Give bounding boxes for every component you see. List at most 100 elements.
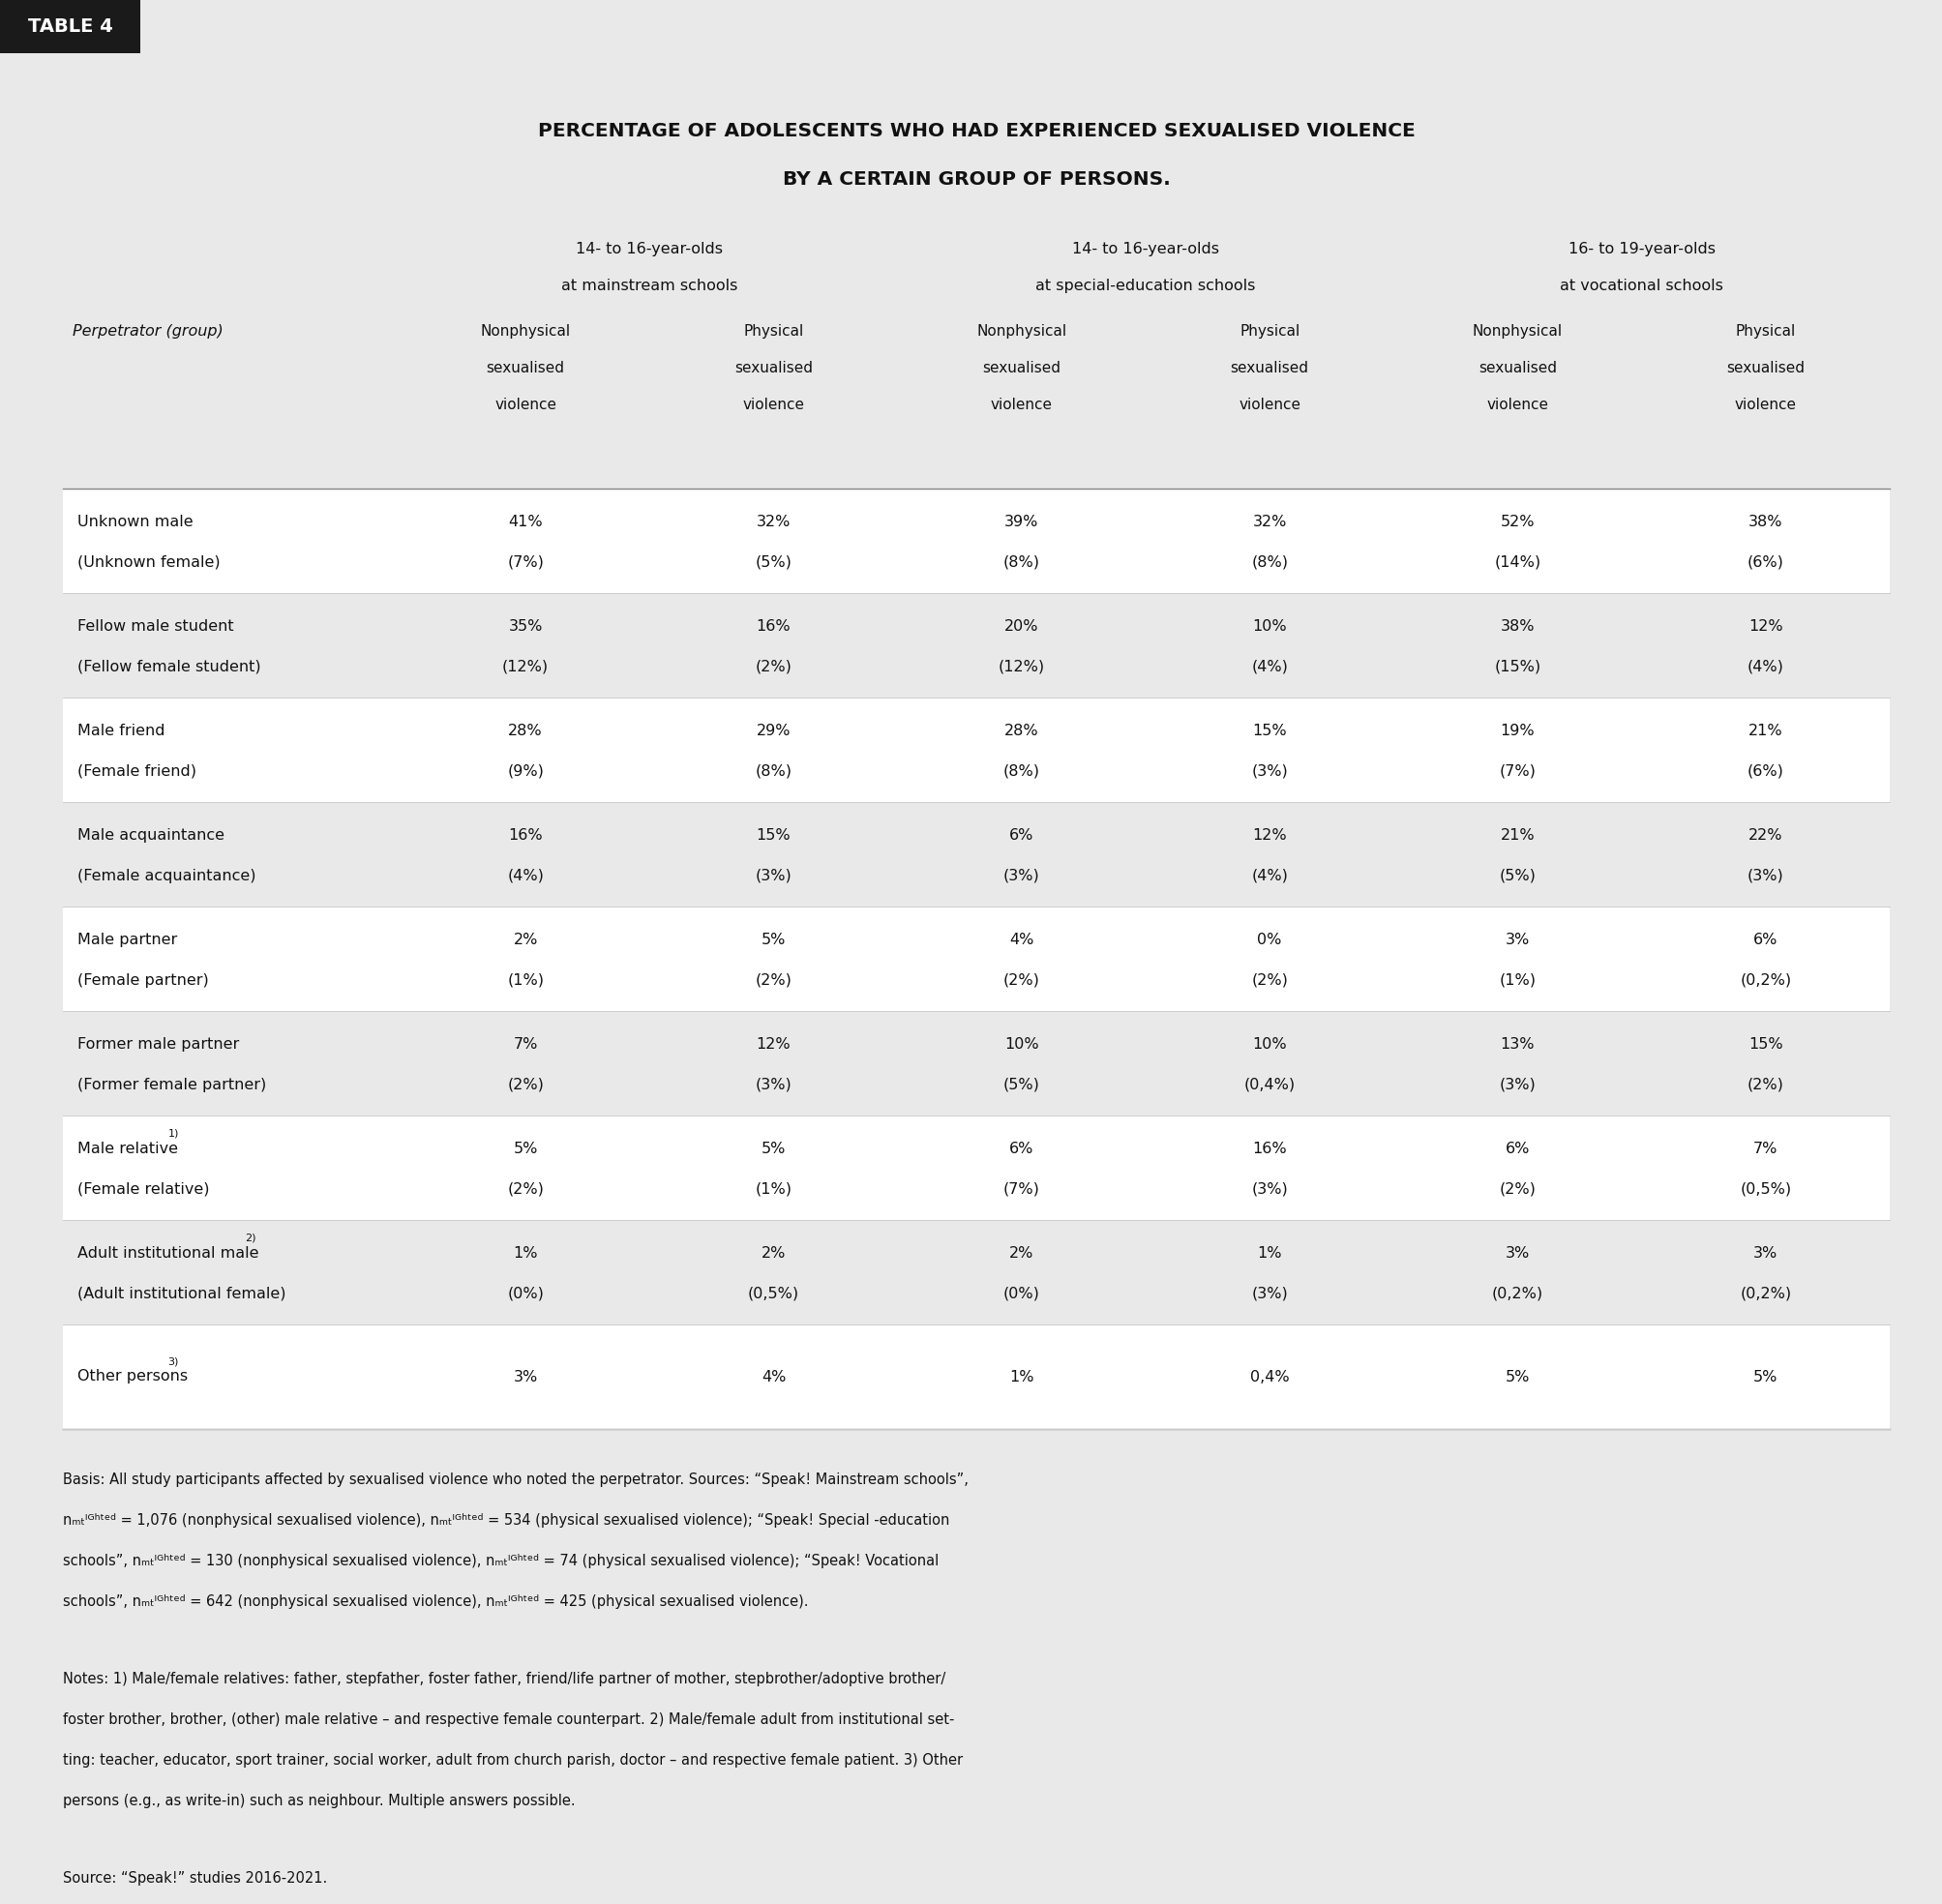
- Text: ting: teacher, educator, sport trainer, social worker, adult from church parish,: ting: teacher, educator, sport trainer, …: [62, 1754, 963, 1767]
- Text: 16%: 16%: [1253, 1140, 1286, 1156]
- Text: (3%): (3%): [1746, 868, 1783, 883]
- Text: Adult institutional male: Adult institutional male: [78, 1245, 258, 1260]
- Text: (0%): (0%): [507, 1287, 544, 1300]
- Text: Male acquaintance: Male acquaintance: [78, 828, 225, 842]
- Text: (0,2%): (0,2%): [1491, 1287, 1542, 1300]
- Text: 32%: 32%: [755, 514, 790, 529]
- Text: 35%: 35%: [509, 619, 542, 634]
- Text: schools”, nₘₜᴵᴳʰᵗᵉᵈ = 642 (nonphysical sexualised violence), nₘₜᴵᴳʰᵗᵉᵈ = 425 (ph: schools”, nₘₜᴵᴳʰᵗᵉᵈ = 642 (nonphysical s…: [62, 1594, 808, 1609]
- Text: violence: violence: [1486, 398, 1548, 411]
- FancyBboxPatch shape: [62, 697, 1890, 802]
- Text: 7%: 7%: [1752, 1140, 1777, 1156]
- Text: 15%: 15%: [1748, 1036, 1783, 1051]
- Text: (3%): (3%): [755, 1078, 792, 1091]
- Text: 7%: 7%: [513, 1036, 538, 1051]
- Text: (12%): (12%): [998, 659, 1045, 674]
- Text: 4%: 4%: [1008, 933, 1033, 946]
- Text: schools”, nₘₜᴵᴳʰᵗᵉᵈ = 130 (nonphysical sexualised violence), nₘₜᴵᴳʰᵗᵉᵈ = 74 (phy: schools”, nₘₜᴵᴳʰᵗᵉᵈ = 130 (nonphysical s…: [62, 1554, 938, 1569]
- Text: violence: violence: [990, 398, 1053, 411]
- Text: 3%: 3%: [1505, 1245, 1528, 1260]
- Text: 4%: 4%: [761, 1369, 785, 1384]
- Text: (Female relative): (Female relative): [78, 1182, 210, 1196]
- Text: Male friend: Male friend: [78, 724, 165, 737]
- Text: (6%): (6%): [1746, 554, 1783, 569]
- Text: 16%: 16%: [755, 619, 790, 634]
- Text: (1%): (1%): [507, 973, 544, 988]
- Text: sexualised: sexualised: [1478, 362, 1556, 375]
- Text: sexualised: sexualised: [1726, 362, 1804, 375]
- Text: Male relative: Male relative: [78, 1140, 179, 1156]
- Text: 1%: 1%: [1256, 1245, 1282, 1260]
- Text: (5%): (5%): [755, 554, 792, 569]
- Text: (3%): (3%): [1251, 764, 1288, 779]
- Text: Physical: Physical: [1239, 324, 1299, 339]
- Text: Unknown male: Unknown male: [78, 514, 192, 529]
- Text: (1%): (1%): [755, 1182, 792, 1196]
- Text: sexualised: sexualised: [1229, 362, 1309, 375]
- Text: violence: violence: [495, 398, 555, 411]
- Text: (7%): (7%): [507, 554, 544, 569]
- Text: (0,2%): (0,2%): [1740, 1287, 1791, 1300]
- Text: (14%): (14%): [1493, 554, 1540, 569]
- Text: 28%: 28%: [1004, 724, 1039, 737]
- FancyBboxPatch shape: [62, 906, 1890, 1011]
- Text: 38%: 38%: [1499, 619, 1534, 634]
- Text: (7%): (7%): [1499, 764, 1536, 779]
- Text: (8%): (8%): [755, 764, 792, 779]
- Text: at mainstream schools: at mainstream schools: [561, 278, 738, 293]
- Text: 52%: 52%: [1499, 514, 1534, 529]
- Text: 22%: 22%: [1748, 828, 1783, 842]
- Text: (2%): (2%): [507, 1182, 544, 1196]
- Text: (2%): (2%): [1499, 1182, 1536, 1196]
- Text: (Fellow female student): (Fellow female student): [78, 659, 260, 674]
- FancyBboxPatch shape: [62, 489, 1890, 592]
- Text: 12%: 12%: [1748, 619, 1783, 634]
- Text: 5%: 5%: [761, 1140, 785, 1156]
- Text: (Former female partner): (Former female partner): [78, 1078, 266, 1091]
- Text: 3%: 3%: [1752, 1245, 1777, 1260]
- Text: 41%: 41%: [509, 514, 542, 529]
- Text: 2%: 2%: [761, 1245, 785, 1260]
- Text: (2%): (2%): [755, 973, 792, 988]
- Text: Source: “Speak!” studies 2016-2021.: Source: “Speak!” studies 2016-2021.: [62, 1872, 326, 1885]
- Text: 19%: 19%: [1499, 724, 1534, 737]
- Text: Former male partner: Former male partner: [78, 1036, 239, 1051]
- Text: 5%: 5%: [761, 933, 785, 946]
- Text: 6%: 6%: [1008, 828, 1033, 842]
- Text: (0,4%): (0,4%): [1243, 1078, 1295, 1091]
- Text: 5%: 5%: [513, 1140, 538, 1156]
- Text: Nonphysical: Nonphysical: [977, 324, 1066, 339]
- Text: (8%): (8%): [1002, 764, 1039, 779]
- Text: (3%): (3%): [755, 868, 792, 883]
- Text: PERCENTAGE OF ADOLESCENTS WHO HAD EXPERIENCED SEXUALISED VIOLENCE: PERCENTAGE OF ADOLESCENTS WHO HAD EXPERI…: [538, 122, 1414, 139]
- Text: (2%): (2%): [507, 1078, 544, 1091]
- FancyBboxPatch shape: [0, 0, 140, 53]
- Text: (12%): (12%): [503, 659, 548, 674]
- Text: (5%): (5%): [1002, 1078, 1039, 1091]
- Text: (8%): (8%): [1002, 554, 1039, 569]
- Text: 32%: 32%: [1253, 514, 1286, 529]
- Text: violence: violence: [1734, 398, 1796, 411]
- Text: (Adult institutional female): (Adult institutional female): [78, 1287, 285, 1300]
- Text: (0,5%): (0,5%): [748, 1287, 798, 1300]
- Text: 12%: 12%: [755, 1036, 790, 1051]
- Text: sexualised: sexualised: [734, 362, 812, 375]
- Text: BY A CERTAIN GROUP OF PERSONS.: BY A CERTAIN GROUP OF PERSONS.: [783, 169, 1169, 188]
- Text: 1%: 1%: [1008, 1369, 1033, 1384]
- Text: 0,4%: 0,4%: [1249, 1369, 1289, 1384]
- Text: 2%: 2%: [1008, 1245, 1033, 1260]
- Text: 6%: 6%: [1752, 933, 1777, 946]
- Text: Nonphysical: Nonphysical: [1472, 324, 1561, 339]
- Text: Perpetrator (group): Perpetrator (group): [72, 324, 223, 339]
- Text: (6%): (6%): [1746, 764, 1783, 779]
- Text: Nonphysical: Nonphysical: [480, 324, 571, 339]
- Text: (4%): (4%): [1251, 659, 1288, 674]
- Text: violence: violence: [742, 398, 804, 411]
- Text: (2%): (2%): [1746, 1078, 1783, 1091]
- Text: 12%: 12%: [1253, 828, 1286, 842]
- Text: 14- to 16-year-olds: 14- to 16-year-olds: [1072, 242, 1218, 257]
- Text: (15%): (15%): [1493, 659, 1540, 674]
- Text: (4%): (4%): [1746, 659, 1783, 674]
- Text: 10%: 10%: [1253, 619, 1286, 634]
- Text: 38%: 38%: [1748, 514, 1783, 529]
